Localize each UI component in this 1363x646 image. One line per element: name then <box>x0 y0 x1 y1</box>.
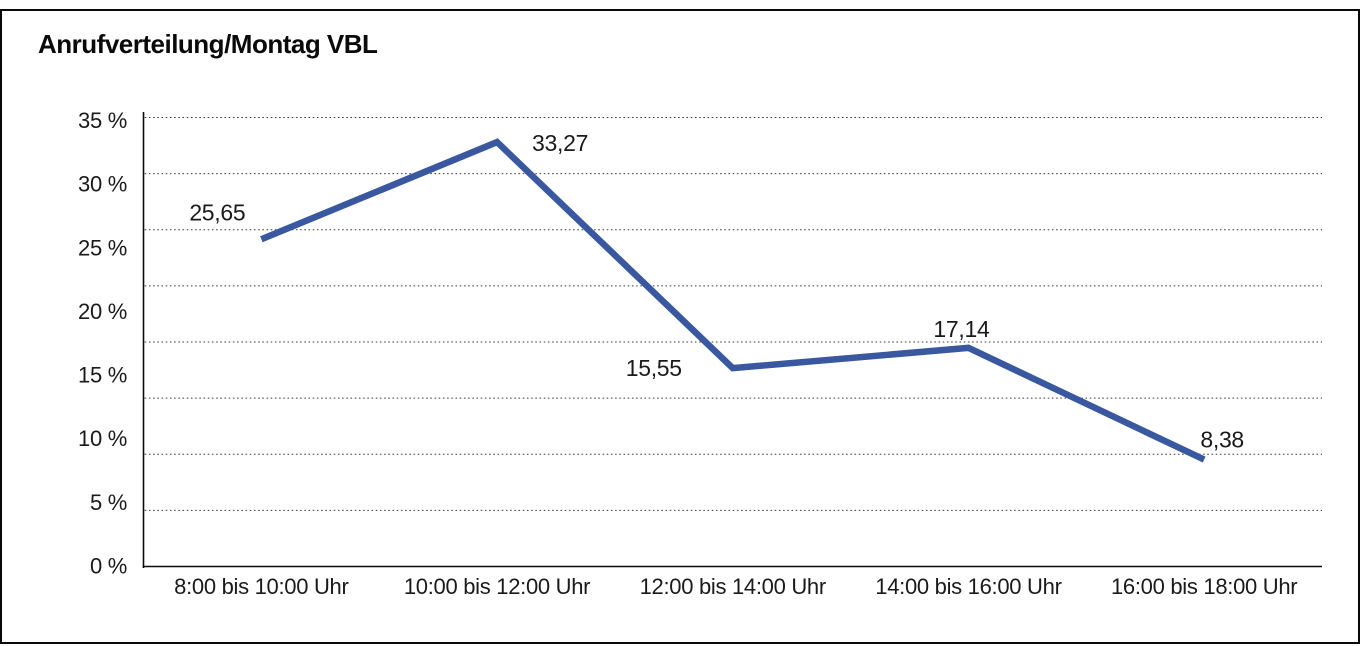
chart-title: Anrufverteilung/Montag VBL <box>38 29 378 59</box>
x-tick-label: 12:00 bis 14:00 Uhr <box>640 574 826 599</box>
y-tick-label: 5 % <box>90 490 127 515</box>
data-point-label: 33,27 <box>532 130 588 156</box>
y-tick-label: 25 % <box>78 235 127 260</box>
x-tick-label: 16:00 bis 18:00 Uhr <box>1111 574 1297 599</box>
data-point-label: 8,38 <box>1200 427 1244 453</box>
data-point-label: 15,55 <box>626 355 682 381</box>
data-point-label: 25,65 <box>189 199 245 225</box>
y-tick-label: 15 % <box>78 363 127 388</box>
y-tick-label: 35 % <box>78 108 127 133</box>
y-tick-label: 20 % <box>78 299 127 324</box>
y-tick-label: 30 % <box>78 172 127 197</box>
y-tick-label: 0 % <box>90 554 127 579</box>
data-line <box>260 138 1206 463</box>
x-tick-label: 8:00 bis 10:00 Uhr <box>174 574 348 599</box>
x-tick-label: 14:00 bis 16:00 Uhr <box>875 574 1061 599</box>
x-tick-label: 10:00 bis 12:00 Uhr <box>404 574 590 599</box>
chart-frame <box>0 9 1360 644</box>
data-point-label: 17,14 <box>933 316 990 342</box>
y-tick-label: 10 % <box>78 426 127 451</box>
